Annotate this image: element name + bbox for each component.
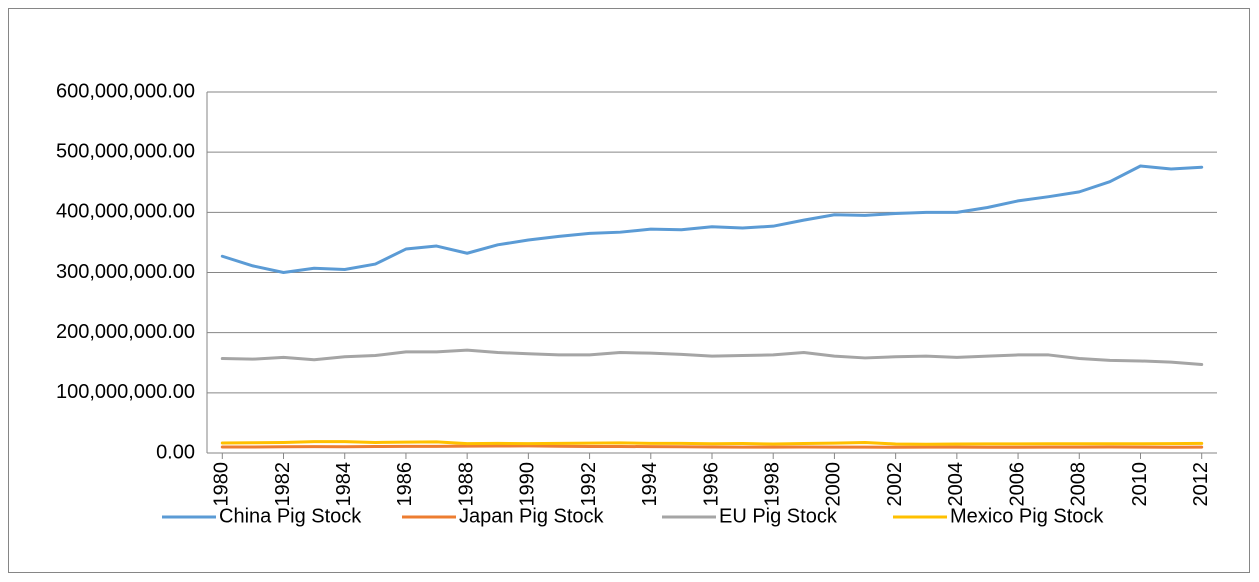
x-tick-label: 2000 — [823, 462, 845, 507]
chart-border — [8, 8, 1250, 573]
y-tick-label: 300,000,000.00 — [56, 261, 195, 283]
x-tick-label: 1980 — [211, 462, 233, 507]
x-tick-label: 1984 — [333, 462, 355, 507]
series-line — [220, 440, 1204, 446]
series-line — [220, 164, 1204, 274]
y-tick-label: 400,000,000.00 — [56, 201, 195, 223]
x-tick-label: 1982 — [272, 462, 294, 507]
y-tick-label: 200,000,000.00 — [56, 321, 195, 343]
x-tick-label: 1996 — [700, 462, 722, 507]
x-tick-label: 1986 — [394, 462, 416, 507]
legend-label: Mexico Pig Stock — [950, 505, 1104, 527]
x-tick-label: 2004 — [945, 462, 967, 507]
x-tick-label: 1998 — [761, 462, 783, 507]
legend-label: Japan Pig Stock — [459, 505, 605, 527]
x-tick-label: 1990 — [517, 462, 539, 507]
x-tick-label: 1988 — [455, 462, 477, 507]
x-tick-label: 2010 — [1129, 462, 1151, 507]
y-tick-label: 0.00 — [156, 441, 195, 463]
x-tick-label: 2012 — [1190, 462, 1212, 507]
legend-label: China Pig Stock — [219, 505, 362, 527]
y-tick-label: 600,000,000.00 — [56, 80, 195, 102]
series-line — [220, 444, 1204, 449]
x-tick-label: 1992 — [578, 462, 600, 507]
x-tick-label: 2002 — [884, 462, 906, 507]
y-tick-label: 500,000,000.00 — [56, 140, 195, 162]
legend-label: EU Pig Stock — [719, 505, 838, 527]
x-tick-label: 2008 — [1068, 462, 1090, 507]
x-tick-label: 2006 — [1006, 462, 1028, 507]
series-line — [220, 348, 1204, 367]
x-tick-label: 1994 — [639, 462, 661, 507]
y-tick-label: 100,000,000.00 — [56, 381, 195, 403]
